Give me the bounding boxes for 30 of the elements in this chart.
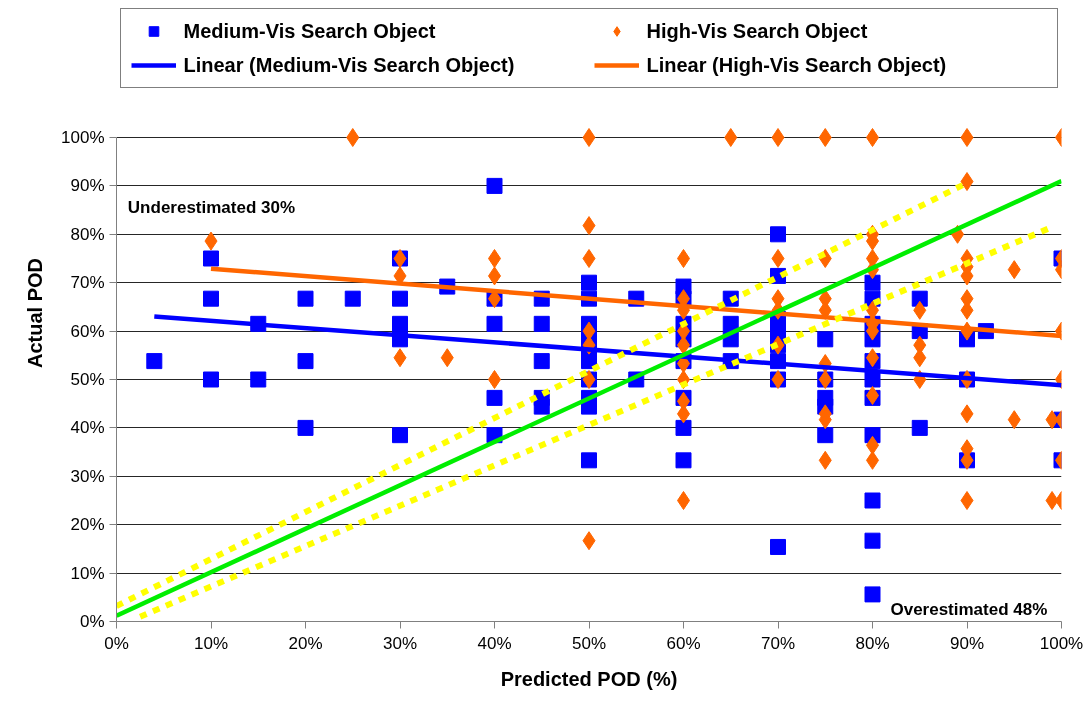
x-tick-label: 20% (288, 633, 323, 653)
x-tick-label: 80% (855, 633, 890, 653)
y-tick-label: 10% (70, 563, 105, 583)
x-tick-label: 10% (193, 633, 229, 653)
x-axis-title: Predicted POD (%) (500, 667, 678, 690)
y-tick-label: 60% (70, 321, 105, 341)
x-tick-label: 40% (477, 633, 512, 653)
x-tick-label: 70% (760, 633, 796, 653)
legend-label: High-Vis Search Object (646, 19, 869, 43)
legend-label: Linear (High-Vis Search Object) (646, 53, 948, 77)
x-tick-label: 0% (104, 633, 129, 653)
annotation: Underestimated 30% (127, 197, 296, 217)
x-tick-label: 60% (666, 633, 701, 653)
y-tick-label: 90% (70, 176, 105, 196)
x-tick-label: 30% (382, 633, 418, 653)
x-tick-label: 90% (949, 633, 985, 653)
x-tick-label: 100% (1039, 633, 1084, 653)
y-axis-title: Actual POD (24, 257, 47, 369)
y-tick-label: 70% (70, 273, 105, 293)
y-tick-label: 50% (70, 370, 105, 389)
legend-label: Medium-Vis Search Object (183, 19, 437, 43)
legend-label: Linear (Medium-Vis Search Object) (183, 53, 516, 77)
y-tick-label: 80% (70, 224, 105, 244)
y-tick-label: 30% (70, 466, 105, 486)
y-tick-label: 0% (79, 612, 105, 631)
x-tick-label: 50% (571, 633, 607, 653)
y-tick-label: 40% (70, 418, 105, 438)
y-tick-label: 20% (70, 515, 105, 535)
annotation: Overestimated 48% (890, 600, 1048, 620)
y-tick-label: 100% (61, 128, 105, 147)
